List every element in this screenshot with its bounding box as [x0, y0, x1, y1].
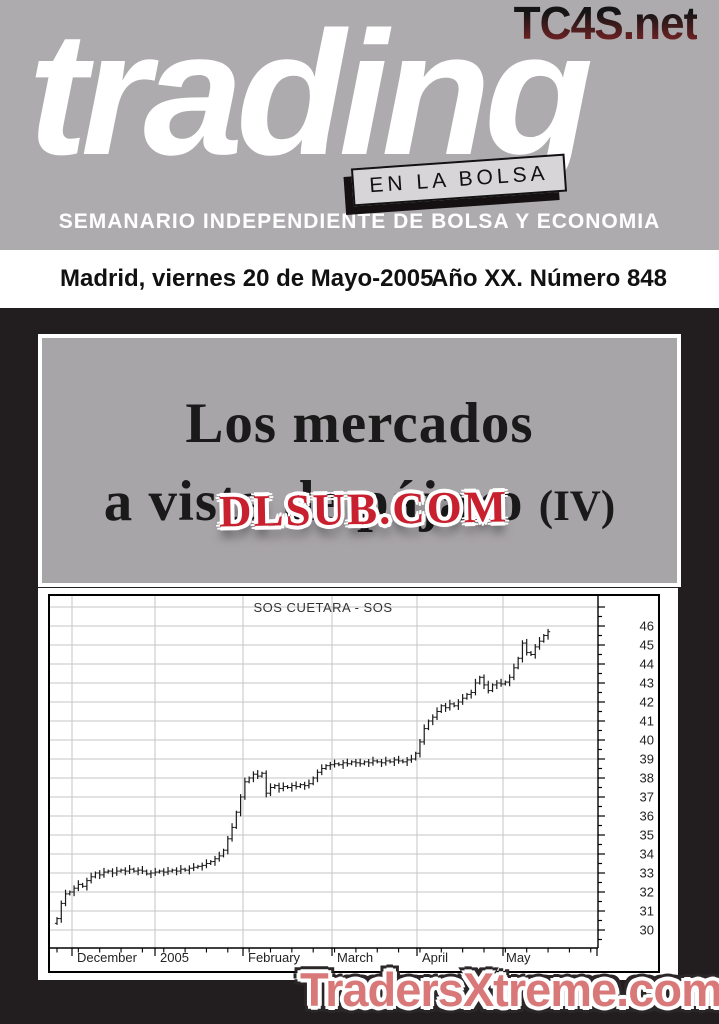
dateline: Madrid, viernes 20 de Mayo-2005 — [60, 265, 434, 292]
article-title-part-number: (IV) — [538, 482, 616, 530]
price-chart-svg: 30 31 32 33 34 35 36 37 38 39 40 41 42 43 44 45 46 Decemb… — [48, 594, 660, 973]
y-tick-label: 37 — [640, 790, 654, 805]
y-tick-label: 44 — [640, 657, 654, 672]
article-title-box: Los mercados a vista de pájaro (IV) — [38, 334, 681, 587]
y-tick-label: 43 — [640, 676, 654, 691]
site-logo: TC4S.net — [513, 0, 698, 50]
y-tick-label: 32 — [640, 885, 654, 900]
y-tick-label: 34 — [640, 847, 654, 862]
article-title-line2-text: a vista de pájaro — [103, 469, 524, 533]
masthead: TC4S.net trading EN LA BOLSA SEMANARIO I… — [0, 0, 719, 250]
watermark-stamp: DLSUB.COM — [218, 481, 509, 537]
magazine-logo: trading — [28, 0, 593, 192]
x-month-label: May — [506, 950, 531, 965]
y-tick-label: 45 — [640, 638, 654, 653]
y-tick-label: 42 — [640, 695, 654, 710]
chart-frame — [48, 594, 660, 973]
y-tick-label: 31 — [640, 904, 654, 919]
x-month-label: April — [422, 950, 448, 965]
issue-number: Año XX. Número 848 — [430, 265, 667, 292]
tagline-text: EN LA BOLSA — [368, 161, 550, 198]
footer-watermark: TradersXtreme.com — [300, 963, 719, 1016]
article-title-line1: Los mercados — [185, 392, 534, 456]
price-chart-panel: 30 31 32 33 34 35 36 37 38 39 40 41 42 43 44 45 46 Decemb… — [38, 588, 678, 980]
y-tick-label: 33 — [640, 866, 654, 881]
article-title-line2: a vista de pájaro (IV) — [104, 466, 615, 537]
date-band: Madrid, viernes 20 de Mayo-2005 Año XX. … — [0, 250, 719, 308]
y-tick-label: 36 — [640, 809, 654, 824]
y-tick-label: 40 — [640, 733, 654, 748]
y-tick-label: 30 — [640, 923, 654, 938]
x-month-label: February — [248, 950, 301, 965]
y-tick-label: 46 — [640, 619, 654, 634]
masthead-subtitle: SEMANARIO INDEPENDIENTE DE BOLSA Y ECONO… — [58, 210, 661, 233]
y-tick-label: 39 — [640, 752, 654, 767]
y-tick-label: 35 — [640, 828, 654, 843]
y-tick-label: 38 — [640, 771, 654, 786]
x-month-label: March — [337, 950, 373, 965]
chart-title: SOS CUETARA - SOS — [253, 600, 392, 615]
x-month-label: 2005 — [160, 950, 189, 965]
y-tick-label: 41 — [640, 714, 654, 729]
x-month-label: December — [77, 950, 138, 965]
